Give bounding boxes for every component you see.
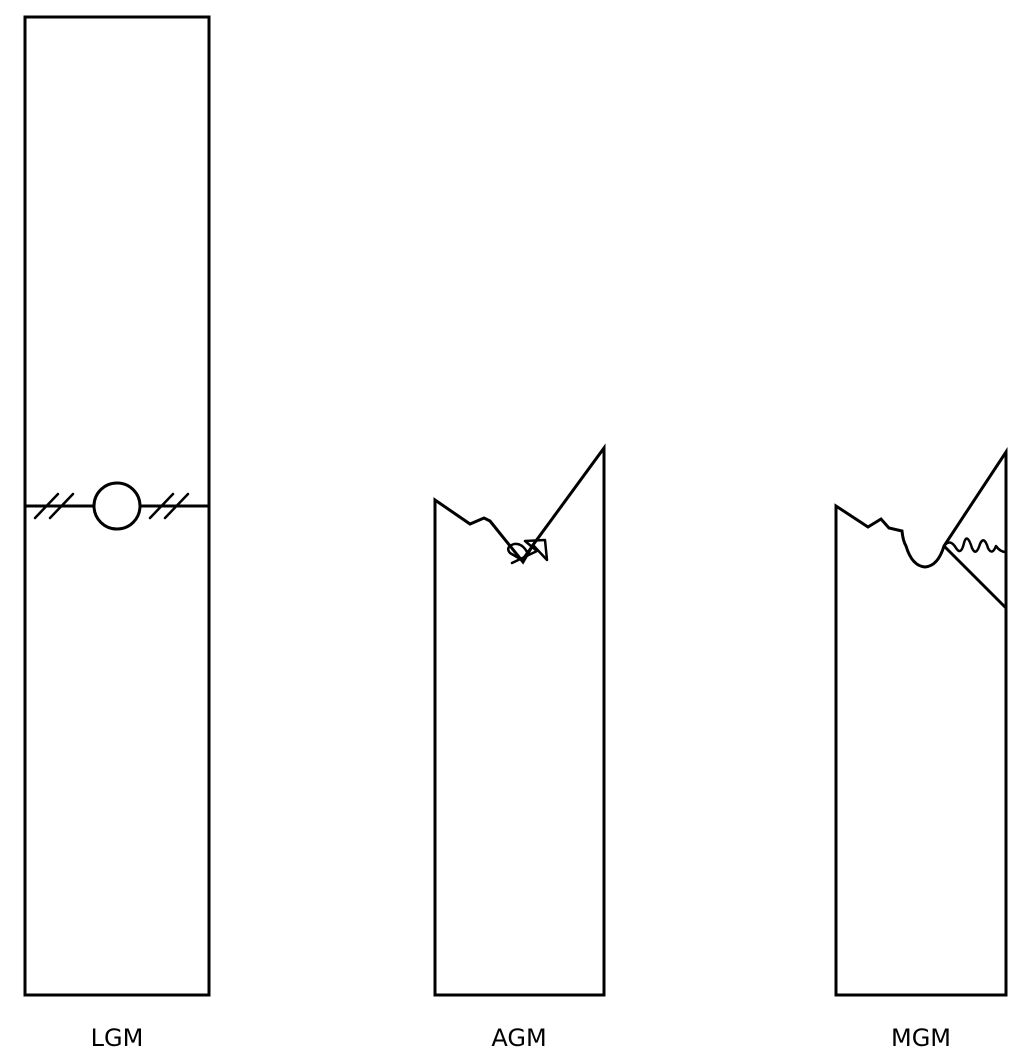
agm-figure: [433, 443, 606, 997]
lgm-figure: [23, 15, 211, 997]
mgm-squiggle: [942, 537, 1008, 554]
lgm-hatch-mark: [163, 492, 190, 520]
mgm-figure: [834, 447, 1008, 997]
agm-label: AGM: [491, 1024, 547, 1052]
lgm-hatch-mark: [33, 492, 60, 520]
agm-outline: [433, 443, 606, 997]
mgm-outline: [834, 447, 1008, 997]
lgm-hatch-mark: [48, 492, 75, 520]
mgm-wedge-line: [942, 544, 1008, 610]
lgm-equilibrium-circle: [92, 481, 142, 531]
mgm-label: MGM: [890, 1024, 951, 1052]
lgm-hatch-mark: [148, 492, 175, 520]
agm-knot-mark: [506, 538, 549, 565]
lgm-label: LGM: [90, 1024, 144, 1052]
